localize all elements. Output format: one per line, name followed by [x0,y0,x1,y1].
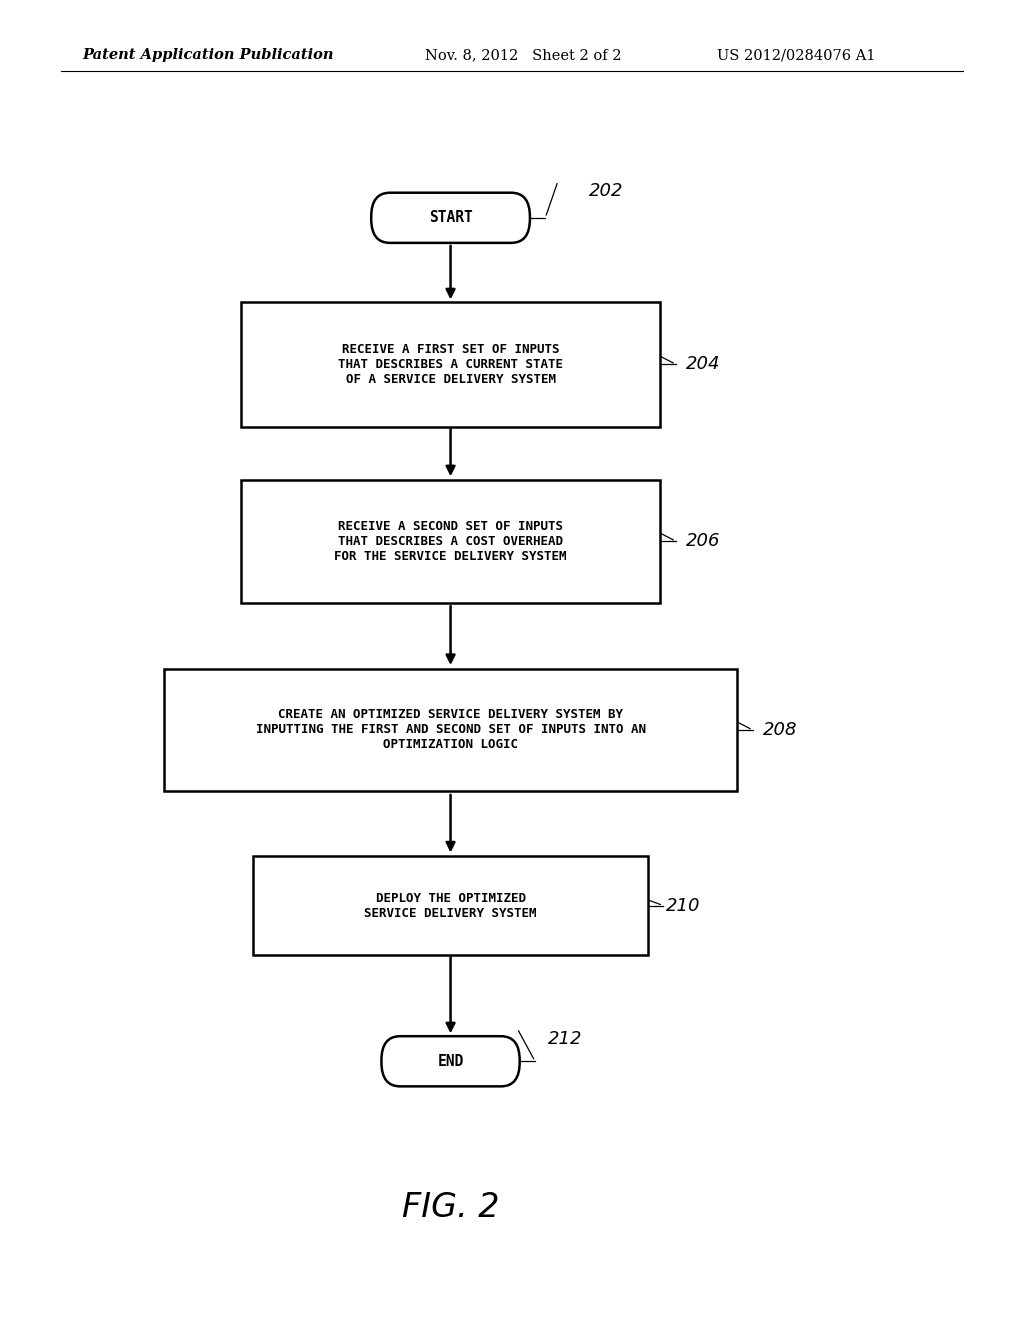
Text: 210: 210 [666,896,700,915]
Text: 212: 212 [548,1030,583,1048]
Text: DEPLOY THE OPTIMIZED
SERVICE DELIVERY SYSTEM: DEPLOY THE OPTIMIZED SERVICE DELIVERY SY… [365,891,537,920]
Bar [241,302,660,428]
Bar [164,668,737,791]
FancyBboxPatch shape [381,1036,520,1086]
Text: 202: 202 [589,182,624,201]
Text: Patent Application Publication: Patent Application Publication [82,49,334,62]
Text: US 2012/0284076 A1: US 2012/0284076 A1 [717,49,876,62]
Text: RECEIVE A FIRST SET OF INPUTS
THAT DESCRIBES A CURRENT STATE
OF A SERVICE DELIVE: RECEIVE A FIRST SET OF INPUTS THAT DESCR… [338,343,563,385]
Text: Nov. 8, 2012   Sheet 2 of 2: Nov. 8, 2012 Sheet 2 of 2 [425,49,622,62]
Text: 206: 206 [686,532,721,550]
Text: CREATE AN OPTIMIZED SERVICE DELIVERY SYSTEM BY
INPUTTING THE FIRST AND SECOND SE: CREATE AN OPTIMIZED SERVICE DELIVERY SYS… [256,709,645,751]
Text: 204: 204 [686,355,721,374]
Bar [254,855,648,956]
Text: 208: 208 [763,721,798,739]
Text: START: START [429,210,472,226]
Text: RECEIVE A SECOND SET OF INPUTS
THAT DESCRIBES A COST OVERHEAD
FOR THE SERVICE DE: RECEIVE A SECOND SET OF INPUTS THAT DESC… [334,520,567,562]
FancyBboxPatch shape [371,193,530,243]
Text: END: END [437,1053,464,1069]
Text: FIG. 2: FIG. 2 [401,1191,500,1225]
Bar [241,480,660,602]
